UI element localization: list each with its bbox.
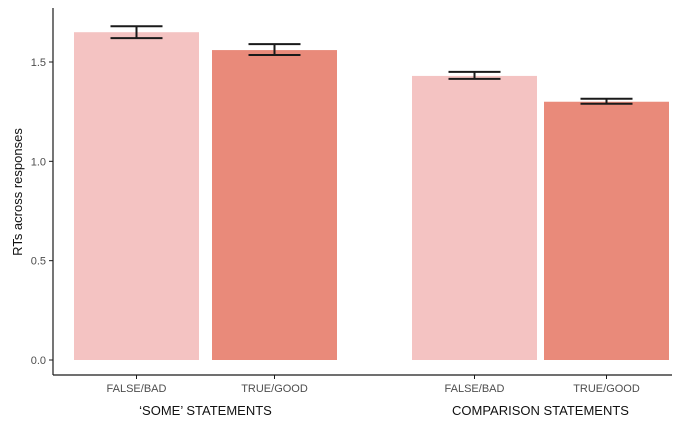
y-axis: 0.0 0.5 1.0 1.5 [31, 8, 54, 375]
y-tick-label: 1.0 [31, 156, 46, 168]
group-label: COMPARISON STATEMENTS [452, 403, 629, 418]
y-tick-label: 1.5 [31, 57, 46, 69]
error-bars [110, 25, 633, 105]
x-tick-label: FALSE/BAD [445, 383, 505, 395]
bar [212, 50, 337, 361]
x-tick-label: TRUE/GOOD [241, 383, 308, 395]
x-tick-label: TRUE/GOOD [573, 383, 640, 395]
bars [74, 32, 669, 361]
y-tick-label: 0.5 [31, 256, 46, 268]
x-tick-label: FALSE/BAD [107, 383, 167, 395]
axis-labels: FALSE/BAD TRUE/GOOD ‘SOME’ STATEMENTS FALSE… [107, 383, 640, 418]
bar [74, 32, 199, 360]
group-label: ‘SOME’ STATEMENTS [139, 403, 272, 418]
bar [544, 101, 669, 360]
x-axis [53, 374, 672, 379]
y-axis-title: RTs across responses [10, 128, 25, 256]
bar [412, 75, 537, 360]
y-tick-label: 0.0 [31, 355, 46, 367]
